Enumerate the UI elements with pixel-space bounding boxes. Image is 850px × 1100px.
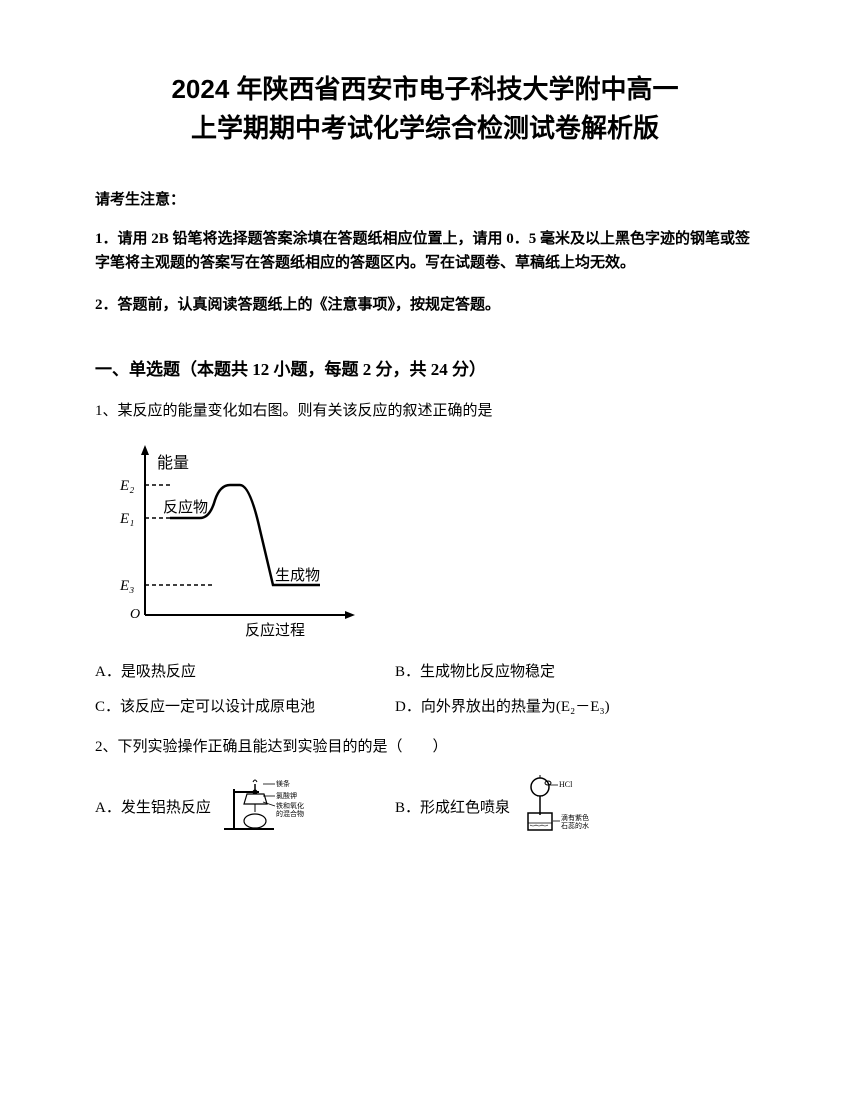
q2-option-a-text: A．发生铝热反应 xyxy=(95,796,211,817)
fountain-apparatus-icon: HCl 滴有紫色 石蕊的水 xyxy=(518,773,596,840)
svg-text:石蕊的水: 石蕊的水 xyxy=(561,821,589,830)
q1-option-c: C．该反应一定可以设计成原电池 xyxy=(95,695,395,716)
diagram-e2: E₂ xyxy=(119,478,134,494)
svg-text:滴有紫色: 滴有紫色 xyxy=(561,813,589,822)
title-line1: 2024 年陕西省西安市电子科技大学附中高一 xyxy=(95,70,755,109)
notice-header: 请考生注意： xyxy=(95,188,755,209)
diagram-e1: E₁ xyxy=(119,511,134,527)
q2-option-a: A．发生铝热反应 镁条 氯酸钾 铁和氧化铝 的混合物 xyxy=(95,773,395,840)
notice-1: 1．请用 2B 铅笔将选择题答案涂填在答题纸相应位置上，请用 0．5 毫米及以上… xyxy=(95,227,755,275)
q2-options-row1: A．发生铝热反应 镁条 氯酸钾 铁和氧化铝 的混合物 xyxy=(95,773,755,840)
title-line2: 上学期期中考试化学综合检测试卷解析版 xyxy=(95,109,755,148)
svg-text:镁条: 镁条 xyxy=(276,779,290,788)
question-1: 1、某反应的能量变化如右图。则有关该反应的叙述正确的是 xyxy=(95,398,755,425)
thermite-apparatus-icon: 镁条 氯酸钾 铁和氧化铝 的混合物 xyxy=(219,774,304,839)
svg-text:的混合物: 的混合物 xyxy=(276,809,304,818)
diagram-e3: E₃ xyxy=(119,578,134,594)
q1-options-row2: C．该反应一定可以设计成原电池 D．向外界放出的热量为(E₂－E₃) xyxy=(95,695,755,716)
q1-option-a: A．是吸热反应 xyxy=(95,660,395,681)
question-2: 2、下列实验操作正确且能达到实验目的的是（ ） xyxy=(95,734,755,761)
diagram-x-label: 反应过程 xyxy=(245,621,305,639)
svg-text:HCl: HCl xyxy=(559,780,573,789)
diagram-origin: O xyxy=(130,607,140,622)
diagram-energy-label: 能量 xyxy=(157,454,189,472)
svg-text:氯酸钾: 氯酸钾 xyxy=(276,791,297,800)
q1-option-d: D．向外界放出的热量为(E₂－E₃) xyxy=(395,695,755,716)
q2-option-b: B．形成红色喷泉 HCl 滴有紫色 石蕊的水 xyxy=(395,773,755,840)
notice-2: 2．答题前，认真阅读答题纸上的《注意事项》，按规定答题。 xyxy=(95,293,755,317)
document-title: 2024 年陕西省西安市电子科技大学附中高一 上学期期中考试化学综合检测试卷解析… xyxy=(95,70,755,148)
q1-option-b: B．生成物比反应物稳定 xyxy=(395,660,755,681)
diagram-reactant: 反应物 xyxy=(163,498,208,516)
q1-options-row1: A．是吸热反应 B．生成物比反应物稳定 xyxy=(95,660,755,681)
section-1-header: 一、单选题（本题共 12 小题，每题 2 分，共 24 分） xyxy=(95,355,755,380)
q2-option-b-text: B．形成红色喷泉 xyxy=(395,796,510,817)
svg-text:铁和氧化铝: 铁和氧化铝 xyxy=(276,801,304,810)
energy-diagram: 能量 E₂ E₁ E₃ 反应物 生成物 O 反应过程 xyxy=(115,440,755,645)
diagram-product: 生成物 xyxy=(275,567,320,584)
